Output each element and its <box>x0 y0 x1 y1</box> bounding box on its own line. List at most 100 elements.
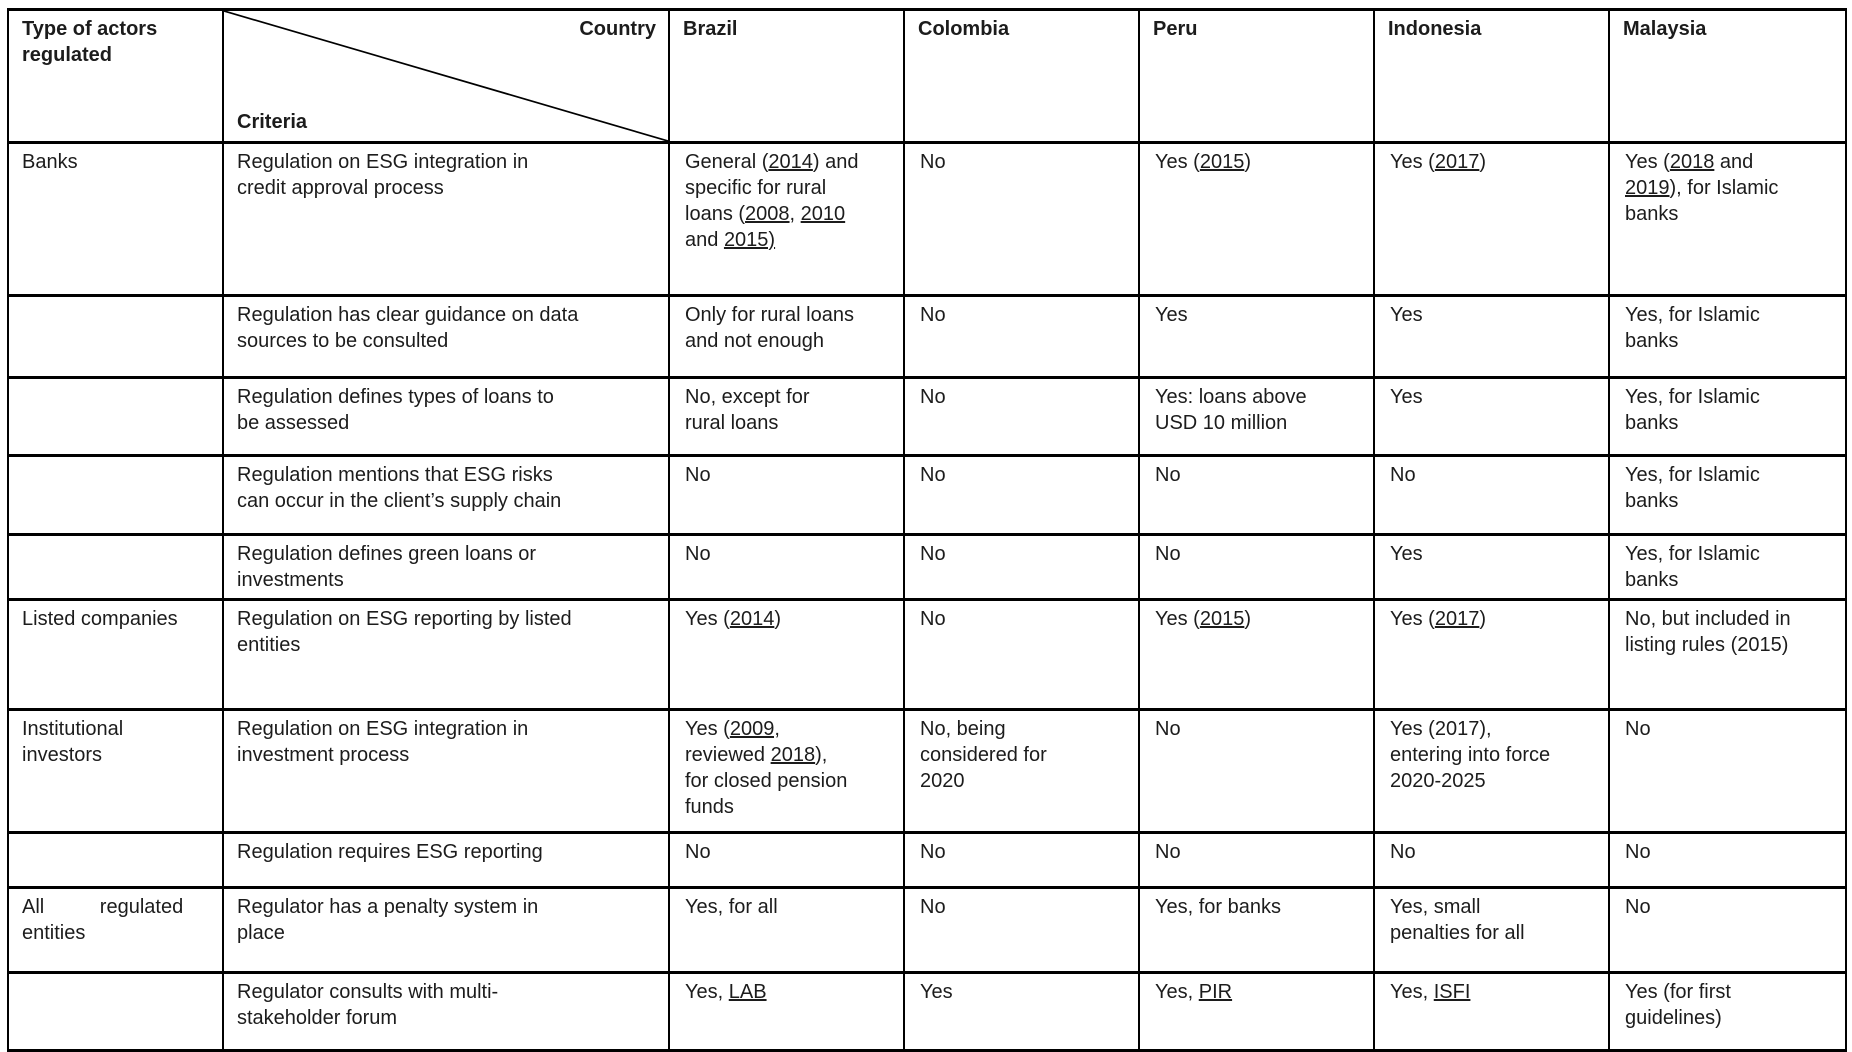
text: No <box>1155 543 1181 565</box>
underlined-text: 2015) <box>723 229 776 251</box>
text: Only for rural loans and not enough <box>685 304 854 352</box>
text: Yes ( <box>1625 151 1670 173</box>
value-cell-indonesia: Yes <box>1373 294 1610 379</box>
underlined-text: 2014 <box>768 151 813 173</box>
text: No <box>920 543 946 565</box>
actor-cell <box>7 294 224 379</box>
table-row: Institutional investors Regulation on ESG… <box>7 708 1847 834</box>
underlined-text: 2017 <box>1434 151 1480 173</box>
value-cell-colombia: No <box>903 454 1140 536</box>
underlined-text: LAB <box>728 981 767 1003</box>
table-row: Listed companies Regulation on ESG report… <box>7 598 1847 711</box>
value-cell-peru: No <box>1138 454 1375 536</box>
underlined-text: 2015 <box>1199 608 1245 630</box>
value-cell-brazil: Yes (2014) <box>668 598 905 711</box>
value-cell-brazil: No <box>668 831 905 889</box>
text: ) and specific for rural loans ( <box>685 151 859 225</box>
text: No <box>1625 896 1651 918</box>
text: No <box>1155 464 1181 486</box>
table-row: Banks Regulation on ESG integration in cr… <box>7 141 1847 297</box>
text: Yes (2017), entering into force 2020-202… <box>1390 718 1551 792</box>
text: Yes <box>1155 304 1188 326</box>
text: Yes, for banks <box>1155 896 1282 918</box>
text: ) <box>1244 608 1252 630</box>
header-country-brazil: Brazil <box>668 8 905 144</box>
value-cell-peru: Yes: loans above USD 10 million <box>1138 376 1375 457</box>
text: No <box>1625 718 1651 740</box>
actor-cell: All regulated entities <box>7 886 224 974</box>
table-body: Banks Regulation on ESG integration in cr… <box>7 141 1847 1052</box>
value-cell-peru: No <box>1138 708 1375 834</box>
table-row: Regulation has clear guidance on data so… <box>7 294 1847 379</box>
criteria-cell: Regulation has clear guidance on data so… <box>222 294 670 379</box>
text: No <box>920 841 946 863</box>
value-cell-malaysia: Yes, for Islamic banks <box>1608 533 1847 601</box>
text: No <box>920 386 946 408</box>
header-country-malaysia: Malaysia <box>1608 8 1847 144</box>
text: ) <box>1479 608 1487 630</box>
criteria-cell: Regulator has a penalty system in place <box>222 886 670 974</box>
header-country-label: Country <box>579 18 656 40</box>
value-cell-brazil: Only for rural loans and not enough <box>668 294 905 379</box>
criteria-cell: Regulation mentions that ESG risks can o… <box>222 454 670 536</box>
actor-cell <box>7 533 224 601</box>
text: Yes <box>1390 386 1423 408</box>
value-cell-malaysia: Yes, for Islamic banks <box>1608 376 1847 457</box>
header-row: Type of actors regulated Country Criteri… <box>7 8 1847 144</box>
criteria-cell: Regulation defines types of loans to be … <box>222 376 670 457</box>
text: Yes ( <box>685 718 730 740</box>
text: Yes ( <box>1155 608 1200 630</box>
value-cell-brazil: Yes, for all <box>668 886 905 974</box>
underlined-text: 2019 <box>1625 177 1670 199</box>
text: No, but included in listing rules (2015) <box>1625 608 1791 656</box>
value-cell-brazil: Yes (2009, reviewed 2018), for closed pe… <box>668 708 905 834</box>
text: Yes ( <box>1390 608 1435 630</box>
text: No <box>685 543 711 565</box>
text: Yes, for Islamic banks <box>1625 464 1760 512</box>
actor-cell <box>7 376 224 457</box>
text: Yes, for all <box>685 896 778 918</box>
table-row: Regulation defines green loans or invest… <box>7 533 1847 601</box>
value-cell-indonesia: Yes (2017) <box>1373 141 1610 297</box>
value-cell-indonesia: Yes <box>1373 533 1610 601</box>
underlined-text: ISFI <box>1433 981 1471 1003</box>
underlined-text: 2018 <box>1669 151 1715 173</box>
text: No <box>1390 464 1416 486</box>
text: , <box>789 203 801 225</box>
text: No <box>920 464 946 486</box>
text: No <box>920 896 946 918</box>
criteria-cell: Regulation requires ESG reporting <box>222 831 670 889</box>
underlined-text: 2018 <box>770 744 816 766</box>
text: Yes (for first guidelines) <box>1625 981 1731 1029</box>
text: Yes, <box>1390 981 1434 1003</box>
table-row: Regulation requires ESG reporting No No No N… <box>7 831 1847 889</box>
text: ), for Islamic banks <box>1625 177 1779 225</box>
text: No <box>920 304 946 326</box>
text: No <box>1390 841 1416 863</box>
value-cell-malaysia: Yes, for Islamic banks <box>1608 294 1847 379</box>
header-country-peru: Peru <box>1138 8 1375 144</box>
header-country-indonesia: Indonesia <box>1373 8 1610 144</box>
value-cell-colombia: No, being considered for 2020 <box>903 708 1140 834</box>
text: Yes, <box>685 981 729 1003</box>
value-cell-malaysia: No, but included in listing rules (2015) <box>1608 598 1847 711</box>
value-cell-colombia: No <box>903 533 1140 601</box>
value-cell-peru: No <box>1138 533 1375 601</box>
text: reviewed <box>685 744 766 766</box>
text: Yes <box>1390 304 1423 326</box>
value-cell-indonesia: Yes <box>1373 376 1610 457</box>
value-cell-peru: Yes, for banks <box>1138 886 1375 974</box>
underlined-text: 2010 <box>800 203 846 225</box>
header-criteria-label: Criteria <box>237 111 308 133</box>
text: ) <box>774 608 782 630</box>
underlined-text: PIR <box>1198 981 1233 1003</box>
text: No <box>1155 841 1181 863</box>
value-cell-brazil: No, except for rural loans <box>668 376 905 457</box>
value-cell-peru: Yes <box>1138 294 1375 379</box>
value-cell-indonesia: No <box>1373 454 1610 536</box>
underlined-text: 2009, <box>729 718 780 740</box>
value-cell-indonesia: Yes (2017) <box>1373 598 1610 711</box>
text: No <box>920 608 946 630</box>
value-cell-peru: Yes (2015) <box>1138 141 1375 297</box>
table-row: Regulation defines types of loans to be … <box>7 376 1847 457</box>
